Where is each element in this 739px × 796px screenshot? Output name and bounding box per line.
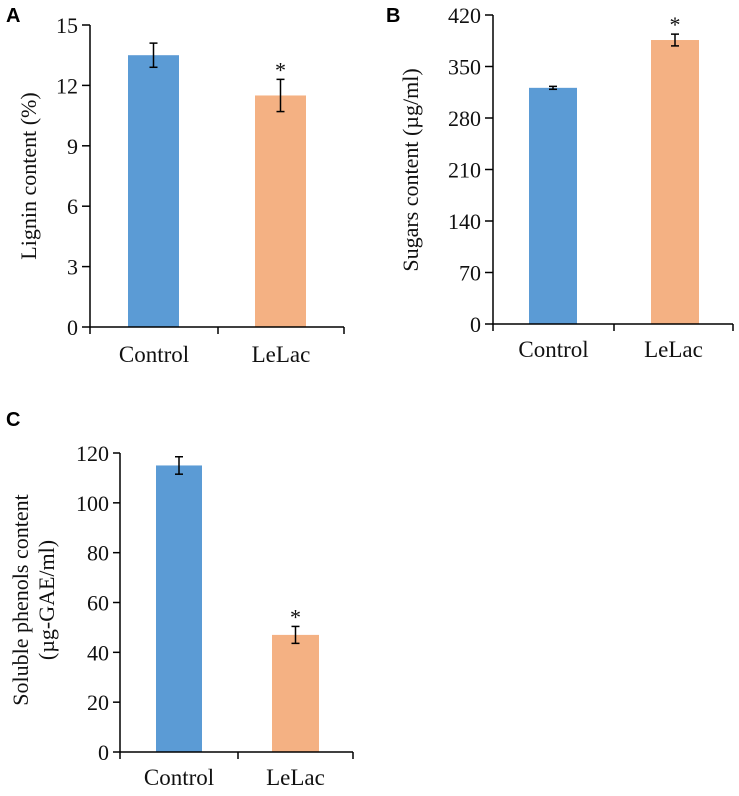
bar-lelac — [651, 40, 699, 325]
y-tick-label: 15 — [56, 13, 78, 38]
y-axis-label: Lignin content (%) — [16, 92, 41, 259]
bar-control — [128, 55, 179, 327]
category-label: LeLac — [252, 342, 311, 367]
bar-control — [529, 87, 577, 324]
y-tick-label: 350 — [448, 55, 481, 80]
panel-letter: A — [6, 5, 20, 27]
y-tick-label: 280 — [448, 106, 481, 131]
y-tick-label: 40 — [87, 640, 109, 665]
y-axis-label: (µg-GAE/ml) — [34, 540, 59, 660]
panel-letter: B — [386, 5, 400, 27]
panel-a: A Control * LeLac 0 3 6 9 12 15 Lignin content (%) — [6, 5, 345, 367]
significance-marker: * — [670, 12, 681, 37]
panel-letter: C — [6, 409, 20, 431]
bar-lelac — [272, 634, 319, 752]
y-tick-label: 140 — [448, 209, 481, 234]
panel-b: B Control * LeLac 0 70 140 210 280 350 420 Sugars c… — [386, 3, 734, 362]
y-tick-label: 0 — [470, 312, 481, 337]
y-tick-label: 60 — [87, 591, 109, 616]
y-tick-label: 0 — [98, 740, 109, 765]
y-tick-label: 9 — [67, 134, 78, 159]
panel-c: C Control * LeLac 0 20 40 60 80 100 120 Soluble phe… — [6, 409, 354, 790]
significance-marker: * — [290, 604, 301, 629]
y-tick-label: 0 — [67, 315, 78, 340]
bar-lelac — [255, 95, 306, 327]
y-tick-label: 120 — [76, 441, 109, 466]
y-tick-label: 12 — [56, 73, 78, 98]
y-tick-label: 210 — [448, 158, 481, 183]
y-tick-label: 100 — [76, 491, 109, 516]
y-axis-label: Soluble phenols content — [8, 494, 33, 705]
y-tick-label: 20 — [87, 690, 109, 715]
y-tick-label: 6 — [67, 194, 78, 219]
significance-marker: * — [275, 57, 286, 82]
y-tick-label: 70 — [459, 261, 481, 286]
category-label: LeLac — [644, 337, 703, 362]
category-label: Control — [144, 765, 214, 790]
y-tick-label: 420 — [448, 3, 481, 28]
y-tick-label: 80 — [87, 541, 109, 566]
category-label: Control — [119, 342, 189, 367]
category-label: LeLac — [266, 765, 325, 790]
y-axis-label: Sugars content (µg/ml) — [398, 68, 423, 271]
y-tick-label: 3 — [67, 255, 78, 280]
category-label: Control — [518, 337, 588, 362]
bar-control — [156, 465, 202, 752]
